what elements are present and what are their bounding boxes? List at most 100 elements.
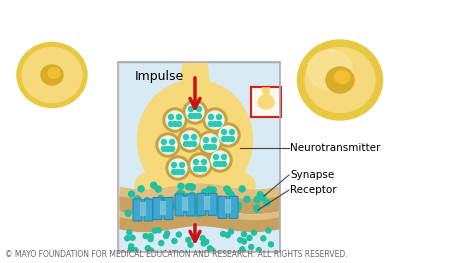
FancyBboxPatch shape: [0, 252, 468, 263]
Ellipse shape: [169, 204, 176, 210]
Ellipse shape: [124, 236, 130, 241]
Ellipse shape: [177, 190, 183, 196]
Ellipse shape: [155, 186, 161, 192]
Ellipse shape: [178, 42, 197, 54]
Ellipse shape: [176, 232, 181, 237]
Ellipse shape: [217, 114, 221, 119]
Ellipse shape: [179, 191, 185, 197]
Ellipse shape: [254, 196, 260, 203]
Ellipse shape: [191, 156, 209, 174]
Ellipse shape: [187, 184, 193, 190]
Ellipse shape: [216, 123, 240, 147]
FancyBboxPatch shape: [140, 202, 146, 216]
Ellipse shape: [166, 156, 190, 180]
Ellipse shape: [370, 136, 380, 146]
Ellipse shape: [48, 68, 60, 78]
Ellipse shape: [199, 196, 205, 202]
Ellipse shape: [22, 48, 82, 103]
Ellipse shape: [212, 144, 217, 149]
Ellipse shape: [180, 169, 184, 174]
FancyBboxPatch shape: [204, 196, 210, 210]
Ellipse shape: [185, 184, 191, 190]
Ellipse shape: [135, 210, 141, 216]
Ellipse shape: [228, 191, 234, 197]
Ellipse shape: [234, 206, 240, 212]
Ellipse shape: [400, 38, 410, 48]
Ellipse shape: [219, 206, 224, 213]
Ellipse shape: [166, 204, 172, 210]
Ellipse shape: [191, 134, 197, 139]
Ellipse shape: [226, 189, 232, 195]
Ellipse shape: [146, 48, 165, 60]
Ellipse shape: [162, 45, 181, 57]
Ellipse shape: [205, 170, 255, 200]
Ellipse shape: [202, 166, 206, 171]
Ellipse shape: [266, 228, 271, 233]
Ellipse shape: [213, 161, 219, 166]
Ellipse shape: [99, 57, 117, 69]
Ellipse shape: [178, 128, 202, 152]
Ellipse shape: [198, 131, 222, 155]
Ellipse shape: [335, 70, 350, 83]
Ellipse shape: [224, 186, 230, 192]
Ellipse shape: [201, 241, 206, 246]
Ellipse shape: [239, 186, 245, 192]
Ellipse shape: [156, 228, 161, 233]
Ellipse shape: [83, 60, 101, 72]
FancyBboxPatch shape: [197, 193, 206, 215]
Ellipse shape: [169, 146, 175, 151]
Ellipse shape: [135, 170, 185, 200]
Ellipse shape: [159, 241, 164, 246]
Ellipse shape: [220, 231, 226, 236]
FancyBboxPatch shape: [251, 87, 281, 117]
Ellipse shape: [17, 43, 87, 108]
Ellipse shape: [190, 200, 196, 206]
Ellipse shape: [435, 66, 445, 76]
Ellipse shape: [209, 114, 213, 119]
Ellipse shape: [156, 133, 180, 157]
Ellipse shape: [232, 205, 238, 211]
Ellipse shape: [212, 138, 217, 143]
Text: Neurotransmitter: Neurotransmitter: [290, 143, 380, 153]
Ellipse shape: [230, 195, 236, 201]
Ellipse shape: [184, 207, 190, 213]
Ellipse shape: [158, 195, 164, 201]
Ellipse shape: [307, 50, 352, 90]
Ellipse shape: [164, 202, 170, 208]
Ellipse shape: [196, 211, 202, 217]
Ellipse shape: [204, 144, 209, 149]
Ellipse shape: [191, 141, 197, 146]
Ellipse shape: [207, 144, 212, 149]
FancyBboxPatch shape: [229, 196, 238, 218]
FancyBboxPatch shape: [225, 199, 231, 213]
Ellipse shape: [186, 237, 191, 242]
Ellipse shape: [212, 122, 218, 127]
Ellipse shape: [183, 100, 207, 124]
Ellipse shape: [410, 102, 420, 112]
Ellipse shape: [169, 159, 187, 177]
Ellipse shape: [127, 230, 132, 235]
Ellipse shape: [133, 248, 138, 253]
FancyBboxPatch shape: [0, 0, 468, 62]
Ellipse shape: [134, 196, 140, 202]
Ellipse shape: [138, 186, 144, 192]
Ellipse shape: [203, 108, 227, 132]
Ellipse shape: [163, 108, 187, 132]
Ellipse shape: [161, 146, 167, 151]
Text: © MAYO FOUNDATION FOR MEDICAL EDUCATION AND RESEARCH. ALL RIGHTS RESERVED.: © MAYO FOUNDATION FOR MEDICAL EDUCATION …: [5, 250, 348, 259]
Ellipse shape: [168, 114, 174, 119]
Ellipse shape: [226, 136, 231, 141]
Ellipse shape: [136, 211, 142, 217]
Ellipse shape: [257, 192, 263, 198]
Ellipse shape: [22, 48, 82, 103]
Ellipse shape: [148, 237, 153, 242]
Ellipse shape: [210, 248, 215, 253]
Text: Receptor: Receptor: [290, 185, 336, 195]
Ellipse shape: [166, 111, 184, 129]
Ellipse shape: [188, 153, 212, 177]
Ellipse shape: [211, 151, 229, 169]
Ellipse shape: [207, 246, 212, 251]
Ellipse shape: [169, 139, 175, 144]
Ellipse shape: [218, 161, 222, 166]
Ellipse shape: [178, 183, 184, 189]
